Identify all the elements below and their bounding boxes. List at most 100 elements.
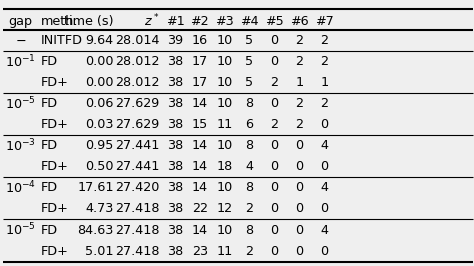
Text: 4: 4 [320, 139, 328, 152]
Text: gap: gap [9, 15, 33, 28]
Text: FD: FD [41, 181, 58, 194]
Text: 38: 38 [167, 181, 183, 194]
Text: 2: 2 [295, 118, 303, 131]
Text: 10: 10 [217, 97, 233, 110]
Text: 0: 0 [270, 244, 278, 257]
Text: FD: FD [41, 139, 58, 152]
Text: 38: 38 [167, 118, 183, 131]
Text: 27.441: 27.441 [115, 160, 160, 173]
Text: 10: 10 [217, 55, 233, 68]
Text: time (s): time (s) [64, 15, 114, 28]
Text: 16: 16 [192, 34, 208, 47]
Text: 5: 5 [246, 34, 254, 47]
Text: 0: 0 [295, 139, 303, 152]
Text: 8: 8 [246, 139, 254, 152]
Text: 27.418: 27.418 [115, 223, 160, 236]
Text: 4.73: 4.73 [85, 202, 114, 215]
Text: 0: 0 [295, 202, 303, 215]
Text: 17.61: 17.61 [77, 181, 114, 194]
Text: 5.01: 5.01 [85, 244, 114, 257]
Text: 0: 0 [320, 160, 328, 173]
Text: $10^{-5}$: $10^{-5}$ [5, 95, 36, 112]
Text: 11: 11 [217, 244, 233, 257]
Text: FD+: FD+ [41, 244, 68, 257]
Text: 8: 8 [246, 223, 254, 236]
Text: 12: 12 [217, 202, 233, 215]
Text: 10: 10 [217, 181, 233, 194]
Text: 0.06: 0.06 [85, 97, 114, 110]
Text: 0: 0 [320, 118, 328, 131]
Text: 14: 14 [192, 181, 208, 194]
Text: 14: 14 [192, 139, 208, 152]
Text: 0: 0 [270, 160, 278, 173]
Text: 4: 4 [320, 223, 328, 236]
Text: 2: 2 [295, 34, 303, 47]
Text: 22: 22 [192, 202, 208, 215]
Text: 4: 4 [246, 160, 254, 173]
Text: 0.00: 0.00 [85, 55, 114, 68]
Text: #6: #6 [290, 15, 309, 28]
Text: #7: #7 [315, 15, 334, 28]
Text: 8: 8 [246, 97, 254, 110]
Text: #4: #4 [240, 15, 259, 28]
Text: 2: 2 [246, 202, 254, 215]
Text: FD+: FD+ [41, 76, 68, 89]
Text: 17: 17 [191, 55, 208, 68]
Text: 5: 5 [246, 76, 254, 89]
Text: 38: 38 [167, 97, 183, 110]
Text: 38: 38 [167, 160, 183, 173]
Text: 0.95: 0.95 [85, 139, 114, 152]
Text: 0.03: 0.03 [85, 118, 114, 131]
Text: 0: 0 [270, 34, 278, 47]
Text: 27.420: 27.420 [115, 181, 160, 194]
Text: 27.629: 27.629 [116, 118, 160, 131]
Text: 2: 2 [320, 97, 328, 110]
Text: #5: #5 [265, 15, 284, 28]
Text: 8: 8 [246, 181, 254, 194]
Text: #2: #2 [191, 15, 209, 28]
Text: 0.00: 0.00 [85, 76, 114, 89]
Text: 38: 38 [167, 244, 183, 257]
Text: 28.012: 28.012 [115, 76, 160, 89]
Text: 27.418: 27.418 [115, 244, 160, 257]
Text: FD+: FD+ [41, 202, 68, 215]
Text: 0: 0 [270, 97, 278, 110]
Text: #3: #3 [215, 15, 234, 28]
Text: $z^*$: $z^*$ [145, 13, 160, 30]
Text: meth.: meth. [41, 15, 78, 28]
Text: 2: 2 [270, 118, 278, 131]
Text: $10^{-4}$: $10^{-4}$ [5, 180, 36, 196]
Text: 14: 14 [192, 223, 208, 236]
Text: 38: 38 [167, 223, 183, 236]
Text: 5: 5 [246, 55, 254, 68]
Text: 38: 38 [167, 55, 183, 68]
Text: 27.441: 27.441 [115, 139, 160, 152]
Text: 0: 0 [295, 181, 303, 194]
Text: 27.418: 27.418 [115, 202, 160, 215]
Text: 0: 0 [270, 55, 278, 68]
Text: 0: 0 [270, 202, 278, 215]
Text: 39: 39 [167, 34, 183, 47]
Text: 2: 2 [270, 76, 278, 89]
Text: 1: 1 [295, 76, 303, 89]
Text: 10: 10 [217, 34, 233, 47]
Text: 0: 0 [295, 160, 303, 173]
Text: 2: 2 [320, 34, 328, 47]
Text: 4: 4 [320, 181, 328, 194]
Text: INITFD: INITFD [41, 34, 82, 47]
Text: #1: #1 [165, 15, 184, 28]
Text: 14: 14 [192, 97, 208, 110]
Text: FD: FD [41, 223, 58, 236]
Text: 15: 15 [191, 118, 208, 131]
Text: 38: 38 [167, 139, 183, 152]
Text: 28.014: 28.014 [115, 34, 160, 47]
Text: 0: 0 [295, 244, 303, 257]
Text: FD+: FD+ [41, 160, 68, 173]
Text: 1: 1 [320, 76, 328, 89]
Text: 2: 2 [295, 97, 303, 110]
Text: 11: 11 [217, 118, 233, 131]
Text: 0: 0 [295, 223, 303, 236]
Text: FD: FD [41, 97, 58, 110]
Text: FD: FD [41, 55, 58, 68]
Text: 0: 0 [270, 223, 278, 236]
